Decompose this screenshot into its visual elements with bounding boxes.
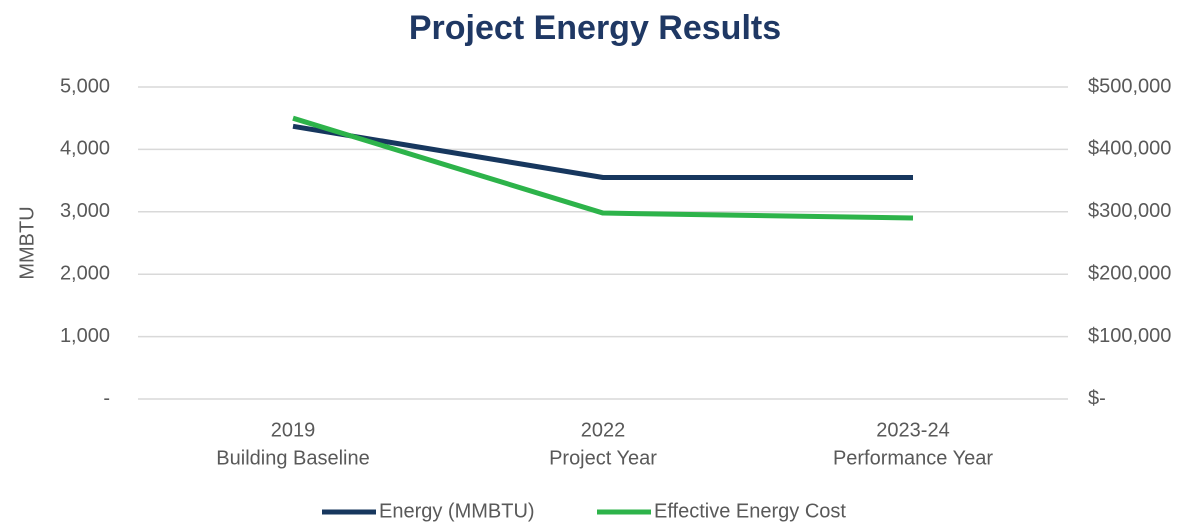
series-line — [292, 123, 913, 180]
y-tick-label: 3,000 — [60, 200, 110, 222]
y2-tick-label: $300,000 — [1088, 200, 1171, 222]
legend-label: Energy (MMBTU) — [379, 500, 535, 522]
y-tick-label: - — [103, 387, 110, 409]
series-line — [292, 115, 914, 221]
x-tick-label: 2023-24 — [876, 419, 949, 441]
x-tick-label: 2022 — [581, 419, 626, 441]
y2-tick-label: $- — [1088, 387, 1106, 409]
x-tick-label: Performance Year — [833, 447, 993, 469]
y-tick-label: 4,000 — [60, 138, 110, 160]
x-tick-label: 2019 — [271, 419, 316, 441]
legend-label: Effective Energy Cost — [654, 500, 846, 522]
x-tick-label: Project Year — [549, 447, 657, 469]
y2-tick-label: $500,000 — [1088, 75, 1171, 97]
y-tick-label: 5,000 — [60, 75, 110, 97]
y2-tick-label: $200,000 — [1088, 262, 1171, 284]
y2-tick-label: $400,000 — [1088, 138, 1171, 160]
x-tick-label: Building Baseline — [216, 447, 369, 469]
y-tick-label: 1,000 — [60, 325, 110, 347]
y2-tick-label: $100,000 — [1088, 325, 1171, 347]
chart-title: Project Energy Results — [409, 9, 781, 47]
y-tick-label: 2,000 — [60, 262, 110, 284]
y-axis-label: MMBTU — [16, 206, 38, 279]
